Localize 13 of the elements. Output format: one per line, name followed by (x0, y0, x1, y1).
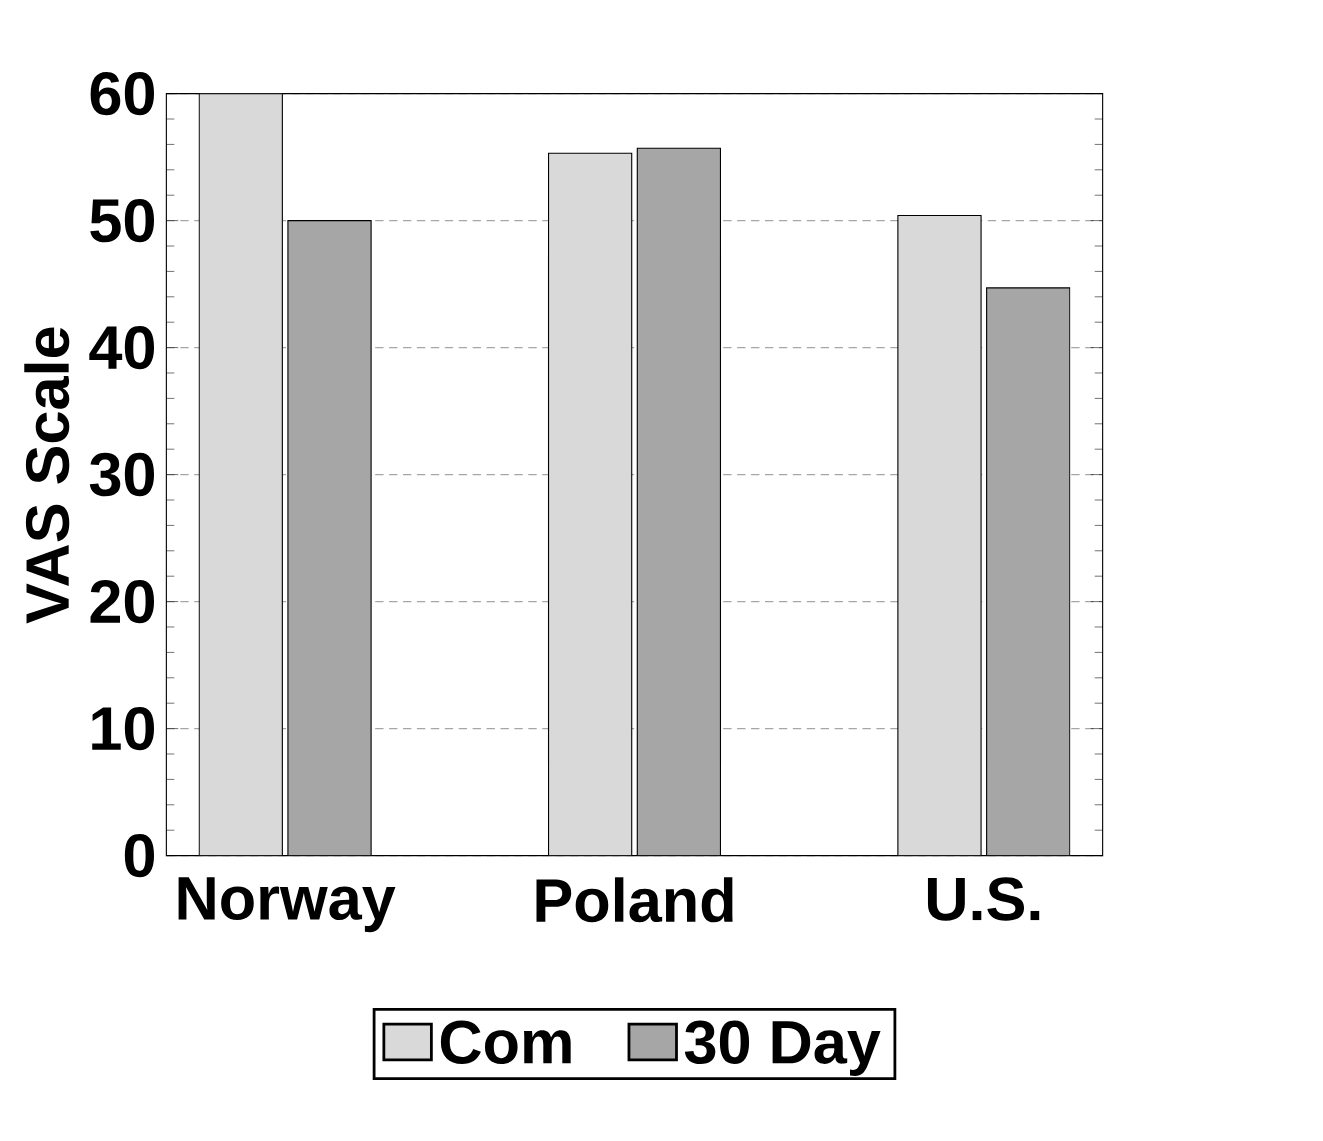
y-axis-title: VAS Scale (24, 327, 70, 624)
y-tick-label: 50 (90, 199, 155, 243)
x-tick-label: U.S. (927, 877, 1040, 921)
y-tick-label: 30 (89, 452, 155, 497)
x-tick-label: Poland (536, 877, 733, 923)
legend-label: 30 Day (684, 1020, 881, 1077)
y-tick-label: 40 (89, 326, 155, 370)
x-tick-label: Norway (178, 877, 396, 933)
y-tick-label: 20 (90, 580, 155, 624)
legend-label: Com (440, 1020, 571, 1065)
y-tick-label: 0 (124, 833, 155, 878)
y-tick-label: 60 (90, 72, 155, 116)
y-tick-label: 10 (92, 706, 155, 751)
